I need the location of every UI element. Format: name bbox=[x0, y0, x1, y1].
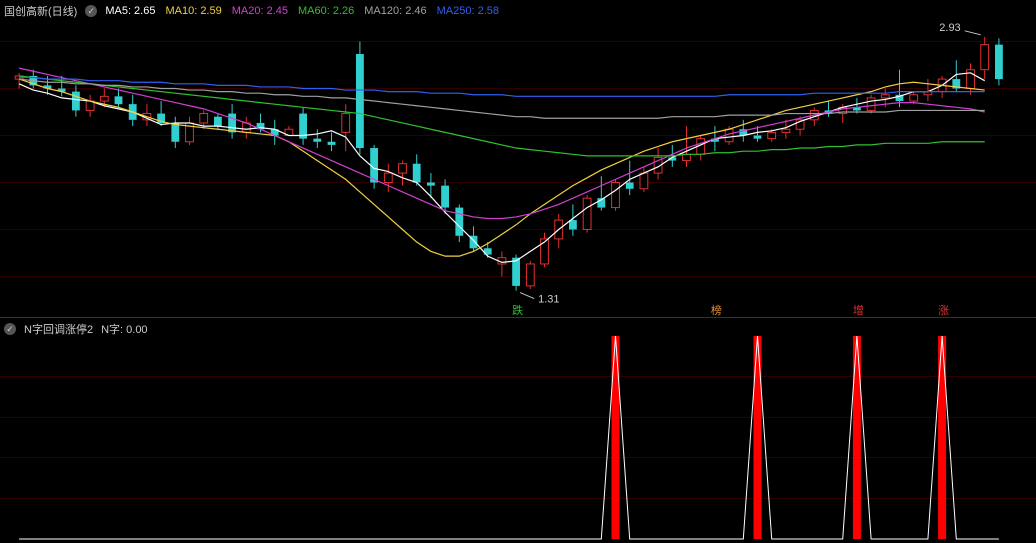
main-chart-svg: 2.93 1.31 bbox=[0, 0, 1036, 318]
indicator-legend: N字: 0.00 bbox=[101, 321, 148, 337]
ma-legend-ma60: MA60: 2.26 bbox=[298, 5, 354, 17]
sub-chart-svg bbox=[0, 318, 1036, 543]
chart-root: 2.931.31 国创高新(日线) ✓ MA5: 2.65MA10: 2.59M… bbox=[0, 0, 1036, 543]
chart-tag: 涨 bbox=[936, 302, 951, 318]
chart-tag: 跌 bbox=[510, 302, 525, 318]
indicator-title: N字回调涨停2 bbox=[24, 321, 93, 337]
main-chart-panel[interactable]: 2.931.31 国创高新(日线) ✓ MA5: 2.65MA10: 2.59M… bbox=[0, 0, 1036, 318]
ma-legend-ma5: MA5: 2.65 bbox=[105, 5, 155, 17]
ma-legend-ma120: MA120: 2.46 bbox=[364, 5, 426, 17]
stock-title: 国创高新(日线) bbox=[4, 3, 77, 19]
main-header: 国创高新(日线) ✓ MA5: 2.65 MA10: 2.59 MA20: 2.45… bbox=[4, 3, 509, 19]
svg-text:1.31: 1.31 bbox=[538, 294, 559, 306]
chart-tag: 增 bbox=[851, 302, 866, 318]
ma-legend-ma250: MA250: 2.58 bbox=[437, 5, 499, 17]
sub-header: ✓ N字回调涨停2 N字: 0.00 bbox=[4, 321, 148, 337]
chart-tag: 榜 bbox=[709, 302, 724, 318]
ma-legend-ma20: MA20: 2.45 bbox=[232, 5, 288, 17]
check-icon[interactable]: ✓ bbox=[85, 5, 97, 17]
check-icon[interactable]: ✓ bbox=[4, 323, 16, 335]
ma-legend-ma10: MA10: 2.59 bbox=[165, 5, 221, 17]
sub-chart-panel[interactable]: ✓ N字回调涨停2 N字: 0.00 bbox=[0, 318, 1036, 543]
svg-text:2.93: 2.93 bbox=[939, 22, 960, 34]
ma-legend: MA5: 2.65 MA10: 2.59 MA20: 2.45 MA60: 2.26 M… bbox=[105, 5, 509, 17]
